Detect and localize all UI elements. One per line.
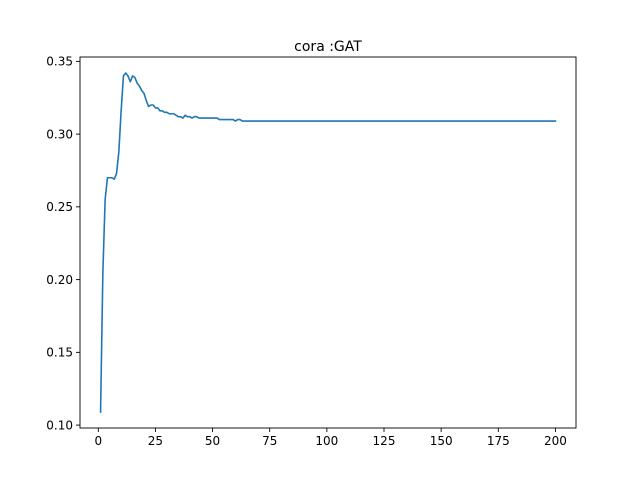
axes-layer: 0 25 50 75 100 125 150 175 200 0.10 0.15 0.20 0.25 0.…	[46, 55, 577, 448]
y-tick-label: 0.30	[46, 127, 73, 141]
y-tick-label: 0.20	[46, 273, 73, 287]
x-tick-label: 0	[94, 434, 102, 448]
plot-layer	[99, 72, 557, 413]
x-tick-label: 75	[262, 434, 277, 448]
axes-frame	[79, 56, 577, 429]
x-tick-label: 100	[315, 434, 338, 448]
x-tick-label: 200	[544, 434, 567, 448]
chart-title: cora :GAT	[294, 39, 362, 55]
x-tick-label: 150	[430, 434, 453, 448]
x-tick-label: 175	[487, 434, 510, 448]
y-tick-label: 0.25	[46, 200, 73, 214]
x-tick-label: 50	[205, 434, 220, 448]
x-tick-label: 25	[148, 434, 163, 448]
series-line-0	[99, 72, 557, 413]
y-tick-label: 0.15	[46, 346, 73, 360]
y-tick-label: 0.10	[46, 418, 73, 432]
y-tick-label: 0.35	[46, 55, 73, 69]
x-tick-label: 125	[373, 434, 396, 448]
